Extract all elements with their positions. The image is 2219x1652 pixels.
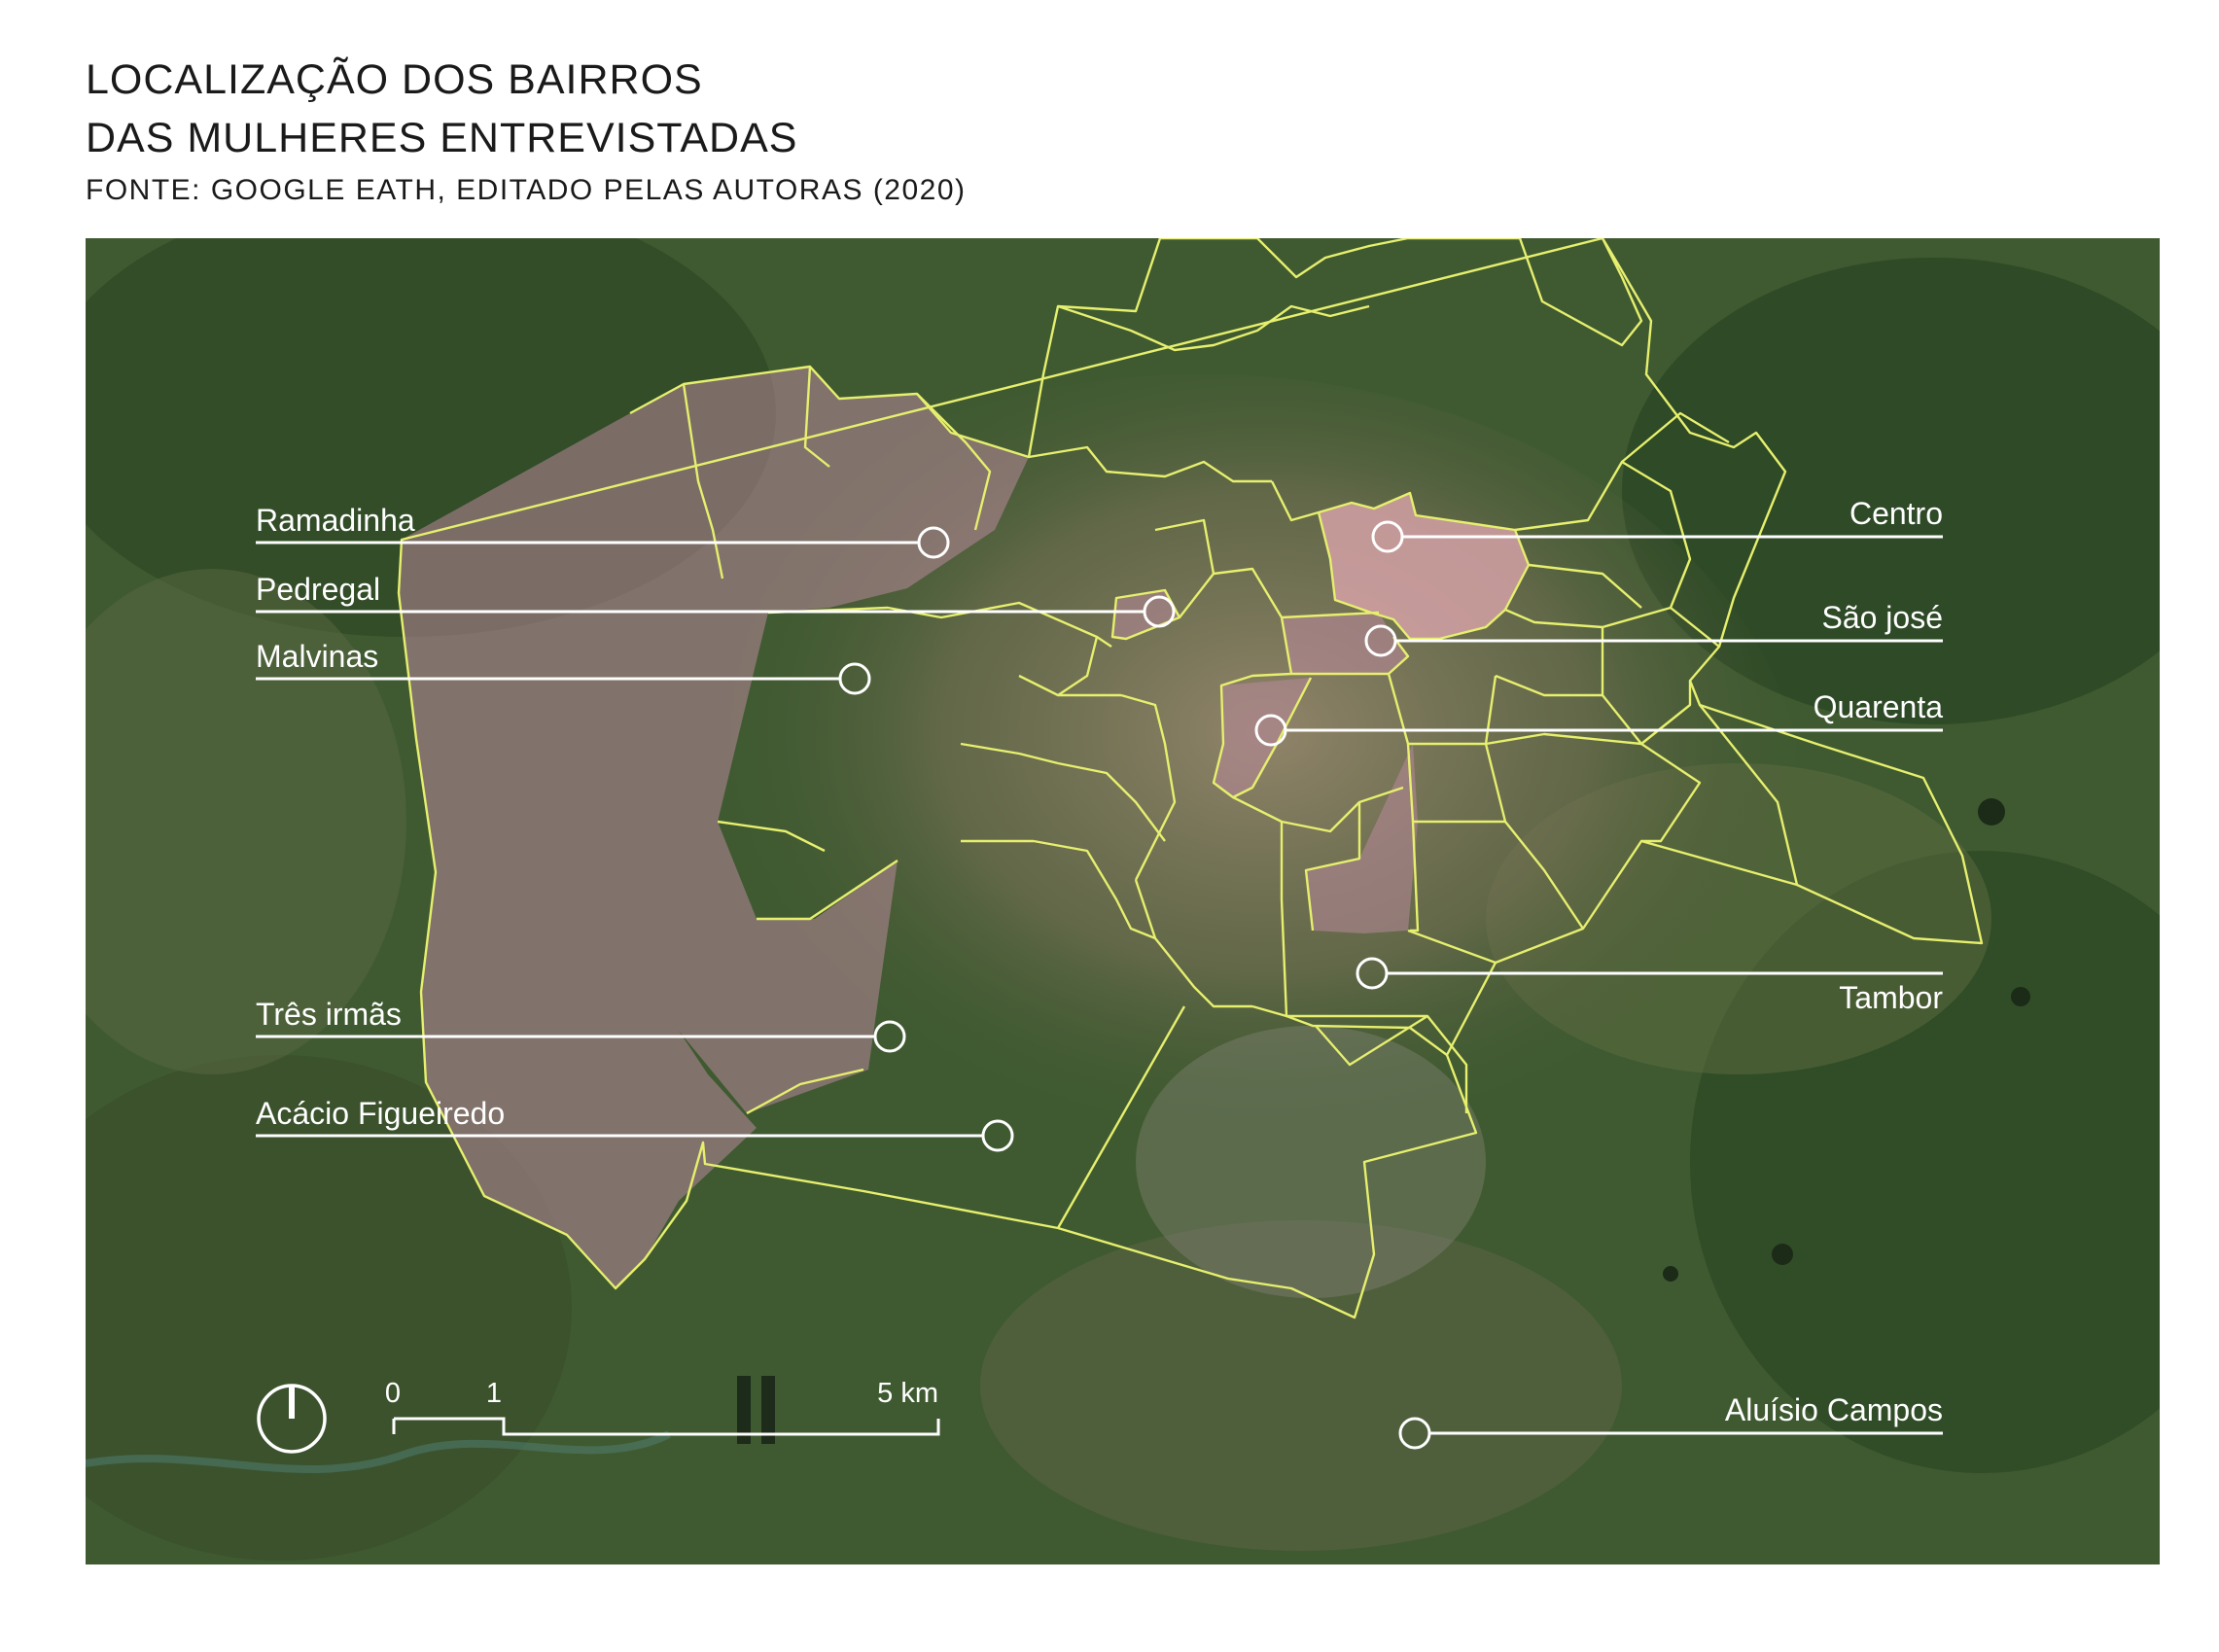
municipal-boundary (397, 238, 1984, 1319)
map-title-line-2: DAS MULHERES ENTREVISTADAS (86, 115, 798, 161)
callouts (256, 520, 1943, 1450)
region-quarenta (1214, 678, 1311, 797)
scale-bar-line (392, 1417, 940, 1436)
scale-tick-1: 1 (486, 1378, 502, 1409)
marker-malvinas[interactable] (838, 662, 871, 695)
marker-tres-irmas[interactable] (873, 1020, 906, 1053)
title-block: LOCALIZAÇÃO DOS BAIRROS DAS MULHERES ENT… (86, 51, 967, 212)
satellite-map[interactable]: Ramadinha Pedregal Malvinas Três irmãs A… (86, 238, 2160, 1564)
neighbourhood-boundaries (397, 238, 1984, 1319)
marker-ramadinha[interactable] (917, 526, 950, 559)
label-acacio-figueiredo: Acácio Figueiredo (256, 1096, 505, 1131)
marker-acacio-figueiredo[interactable] (981, 1119, 1014, 1152)
satellite-imagery (86, 238, 2160, 1564)
scale-tick-5km: 5 km (877, 1378, 938, 1409)
scale-tick-0: 0 (385, 1378, 401, 1409)
label-quarenta: Quarenta (1814, 689, 1944, 724)
region-tambor (1306, 744, 1418, 933)
region-malvinas-ramadinha (399, 367, 1029, 1288)
label-pedregal: Pedregal (256, 572, 380, 607)
scale-bar: 0 1 5 km (385, 1378, 940, 1436)
map-title-line-1: LOCALIZAÇÃO DOS BAIRROS (86, 56, 703, 103)
marker-pedregal[interactable] (1143, 595, 1176, 628)
region-centro (1319, 493, 1529, 639)
north-arrow-icon (257, 1384, 327, 1454)
map-svg: Ramadinha Pedregal Malvinas Três irmãs A… (86, 238, 2160, 1564)
label-sao-jose: São josé (1821, 600, 1943, 635)
label-centro: Centro (1849, 496, 1943, 531)
label-tres-irmas: Três irmãs (256, 997, 402, 1032)
map-source: FONTE: GOOGLE EATH, EDITADO PELAS AUTORA… (86, 174, 967, 206)
highlighted-neighbourhoods (399, 367, 1529, 1288)
label-ramadinha: Ramadinha (256, 503, 415, 538)
label-tambor: Tambor (1839, 980, 1943, 1015)
label-aluisio-campos: Aluísio Campos (1725, 1392, 1943, 1427)
label-malvinas: Malvinas (256, 639, 378, 674)
